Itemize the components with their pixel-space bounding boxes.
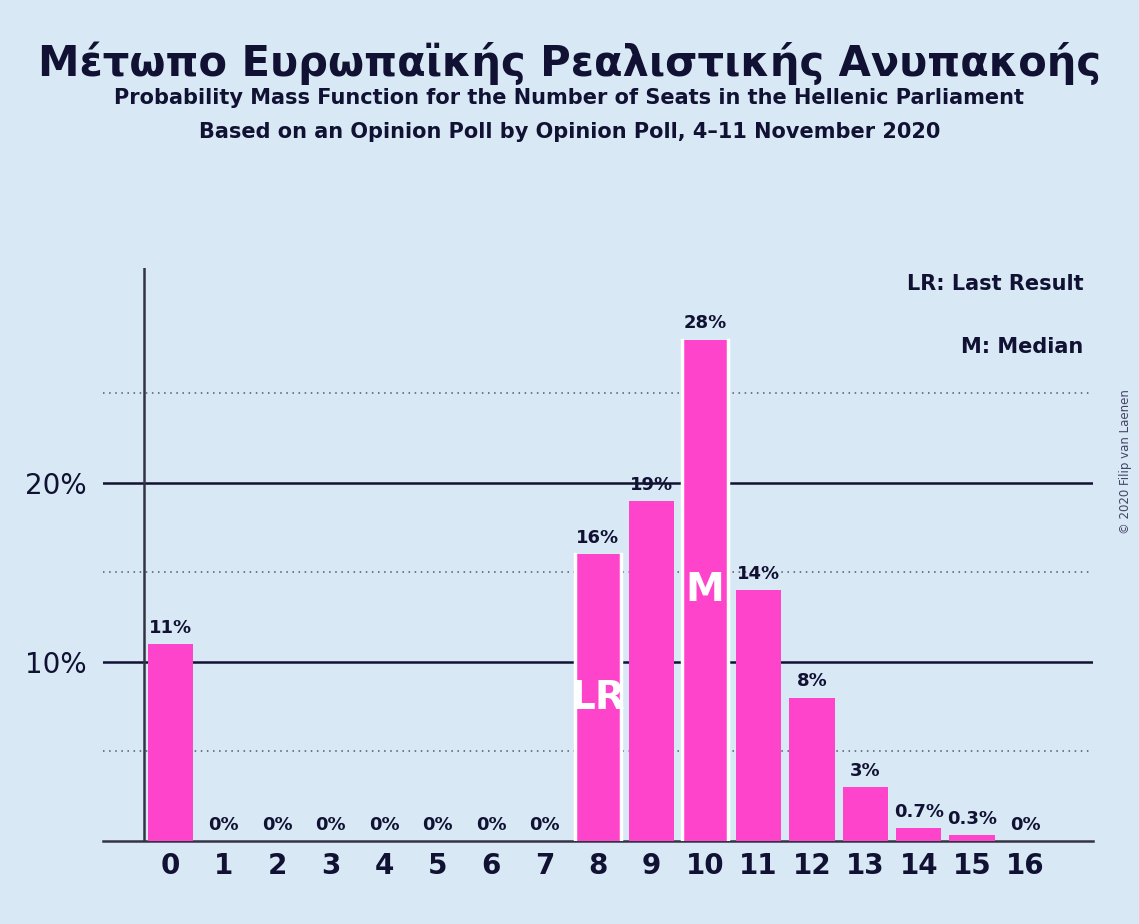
Bar	[682, 340, 728, 841]
Text: 0%: 0%	[423, 816, 453, 833]
Text: 0%: 0%	[530, 816, 560, 833]
Bar	[575, 554, 621, 841]
Text: Probability Mass Function for the Number of Seats in the Hellenic Parliament: Probability Mass Function for the Number…	[115, 88, 1024, 108]
Text: © 2020 Filip van Laenen: © 2020 Filip van Laenen	[1118, 390, 1132, 534]
Text: 8%: 8%	[796, 673, 827, 690]
Text: 11%: 11%	[149, 619, 191, 637]
Text: 0%: 0%	[316, 816, 346, 833]
Bar	[629, 501, 674, 841]
Text: 0%: 0%	[476, 816, 507, 833]
Text: LR: LR	[571, 678, 625, 717]
Bar	[148, 644, 192, 841]
Text: 19%: 19%	[630, 476, 673, 493]
Bar	[896, 828, 942, 841]
Text: 0%: 0%	[262, 816, 293, 833]
Text: 14%: 14%	[737, 565, 780, 583]
Text: 0.3%: 0.3%	[948, 810, 998, 828]
Bar	[843, 787, 888, 841]
Text: Μέτωπο Ευρωπαϊκής Ρεαλιστικής Ανυπακοής: Μέτωπο Ευρωπαϊκής Ρεαλιστικής Ανυπακοής	[38, 42, 1101, 85]
Text: Based on an Opinion Poll by Opinion Poll, 4–11 November 2020: Based on an Opinion Poll by Opinion Poll…	[199, 122, 940, 142]
Text: 3%: 3%	[850, 762, 880, 780]
Text: 16%: 16%	[576, 529, 620, 547]
Text: 0.7%: 0.7%	[894, 803, 944, 821]
Text: 0%: 0%	[369, 816, 400, 833]
Bar	[789, 698, 835, 841]
Text: 28%: 28%	[683, 314, 727, 333]
Text: M: M	[686, 571, 724, 609]
Bar	[736, 590, 781, 841]
Text: LR: Last Result: LR: Last Result	[907, 274, 1083, 294]
Text: 0%: 0%	[1010, 816, 1041, 833]
Text: M: Median: M: Median	[961, 336, 1083, 357]
Text: 0%: 0%	[208, 816, 239, 833]
Bar	[950, 835, 995, 841]
